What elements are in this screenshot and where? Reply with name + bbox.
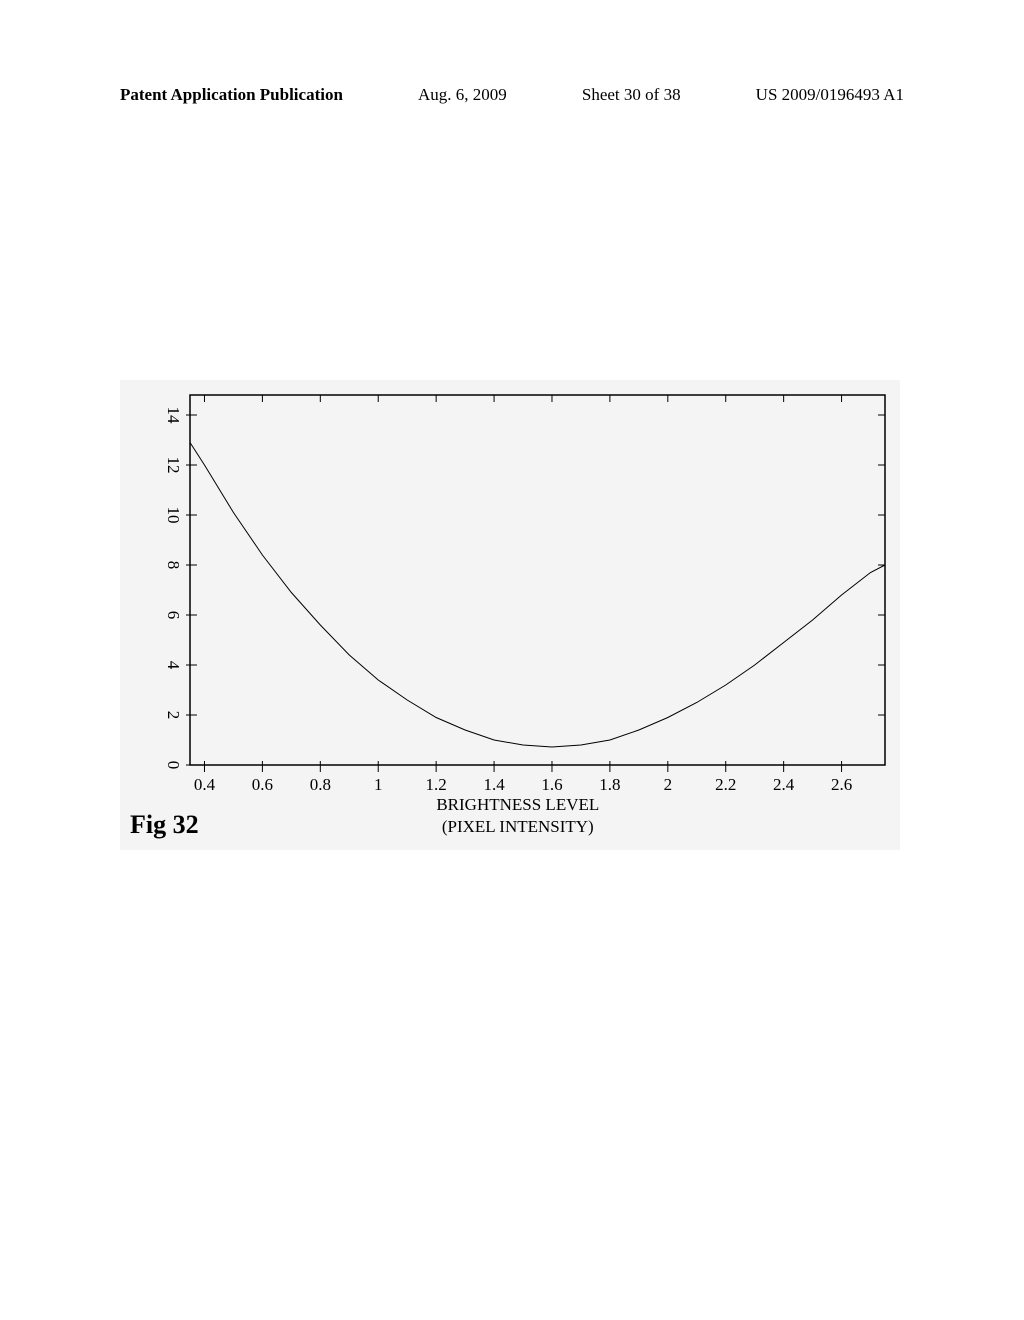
svg-text:10: 10 <box>164 507 183 524</box>
chart-container: 0.4 0.6 0.8 1 1.2 1.4 1.6 1.8 2 2.2 2.4 2.6 0 2 4 6 8 10 1… <box>120 380 900 850</box>
svg-text:2.4: 2.4 <box>773 775 795 794</box>
x-axis-label-line1: BRIGHTNESS LEVEL <box>436 795 599 814</box>
svg-text:1.8: 1.8 <box>599 775 620 794</box>
svg-text:8: 8 <box>164 561 183 570</box>
line-chart: 0.4 0.6 0.8 1 1.2 1.4 1.6 1.8 2 2.2 2.4 2.6 0 2 4 6 8 10 1… <box>120 380 900 850</box>
svg-text:2.6: 2.6 <box>831 775 852 794</box>
document-number: US 2009/0196493 A1 <box>756 85 904 105</box>
svg-text:1.2: 1.2 <box>426 775 447 794</box>
svg-text:14: 14 <box>164 407 183 425</box>
svg-text:2: 2 <box>164 711 183 720</box>
svg-text:6: 6 <box>164 611 183 620</box>
x-axis-label: BRIGHTNESS LEVEL (PIXEL INTENSITY) <box>436 794 599 838</box>
svg-text:0.4: 0.4 <box>194 775 216 794</box>
svg-text:0.8: 0.8 <box>310 775 331 794</box>
figure-number: Fig 32 <box>130 810 199 840</box>
svg-text:2.2: 2.2 <box>715 775 736 794</box>
publication-date: Aug. 6, 2009 <box>418 85 507 105</box>
svg-text:1.6: 1.6 <box>541 775 562 794</box>
publication-type: Patent Application Publication <box>120 85 343 105</box>
svg-text:0: 0 <box>164 761 183 770</box>
patent-header: Patent Application Publication Aug. 6, 2… <box>120 85 904 105</box>
svg-text:12: 12 <box>164 457 183 474</box>
svg-text:1.4: 1.4 <box>483 775 505 794</box>
svg-text:1: 1 <box>374 775 383 794</box>
x-axis-label-line2: (PIXEL INTENSITY) <box>442 817 594 836</box>
svg-text:0.6: 0.6 <box>252 775 273 794</box>
svg-text:2: 2 <box>664 775 673 794</box>
svg-text:4: 4 <box>164 661 183 670</box>
sheet-info: Sheet 30 of 38 <box>582 85 681 105</box>
